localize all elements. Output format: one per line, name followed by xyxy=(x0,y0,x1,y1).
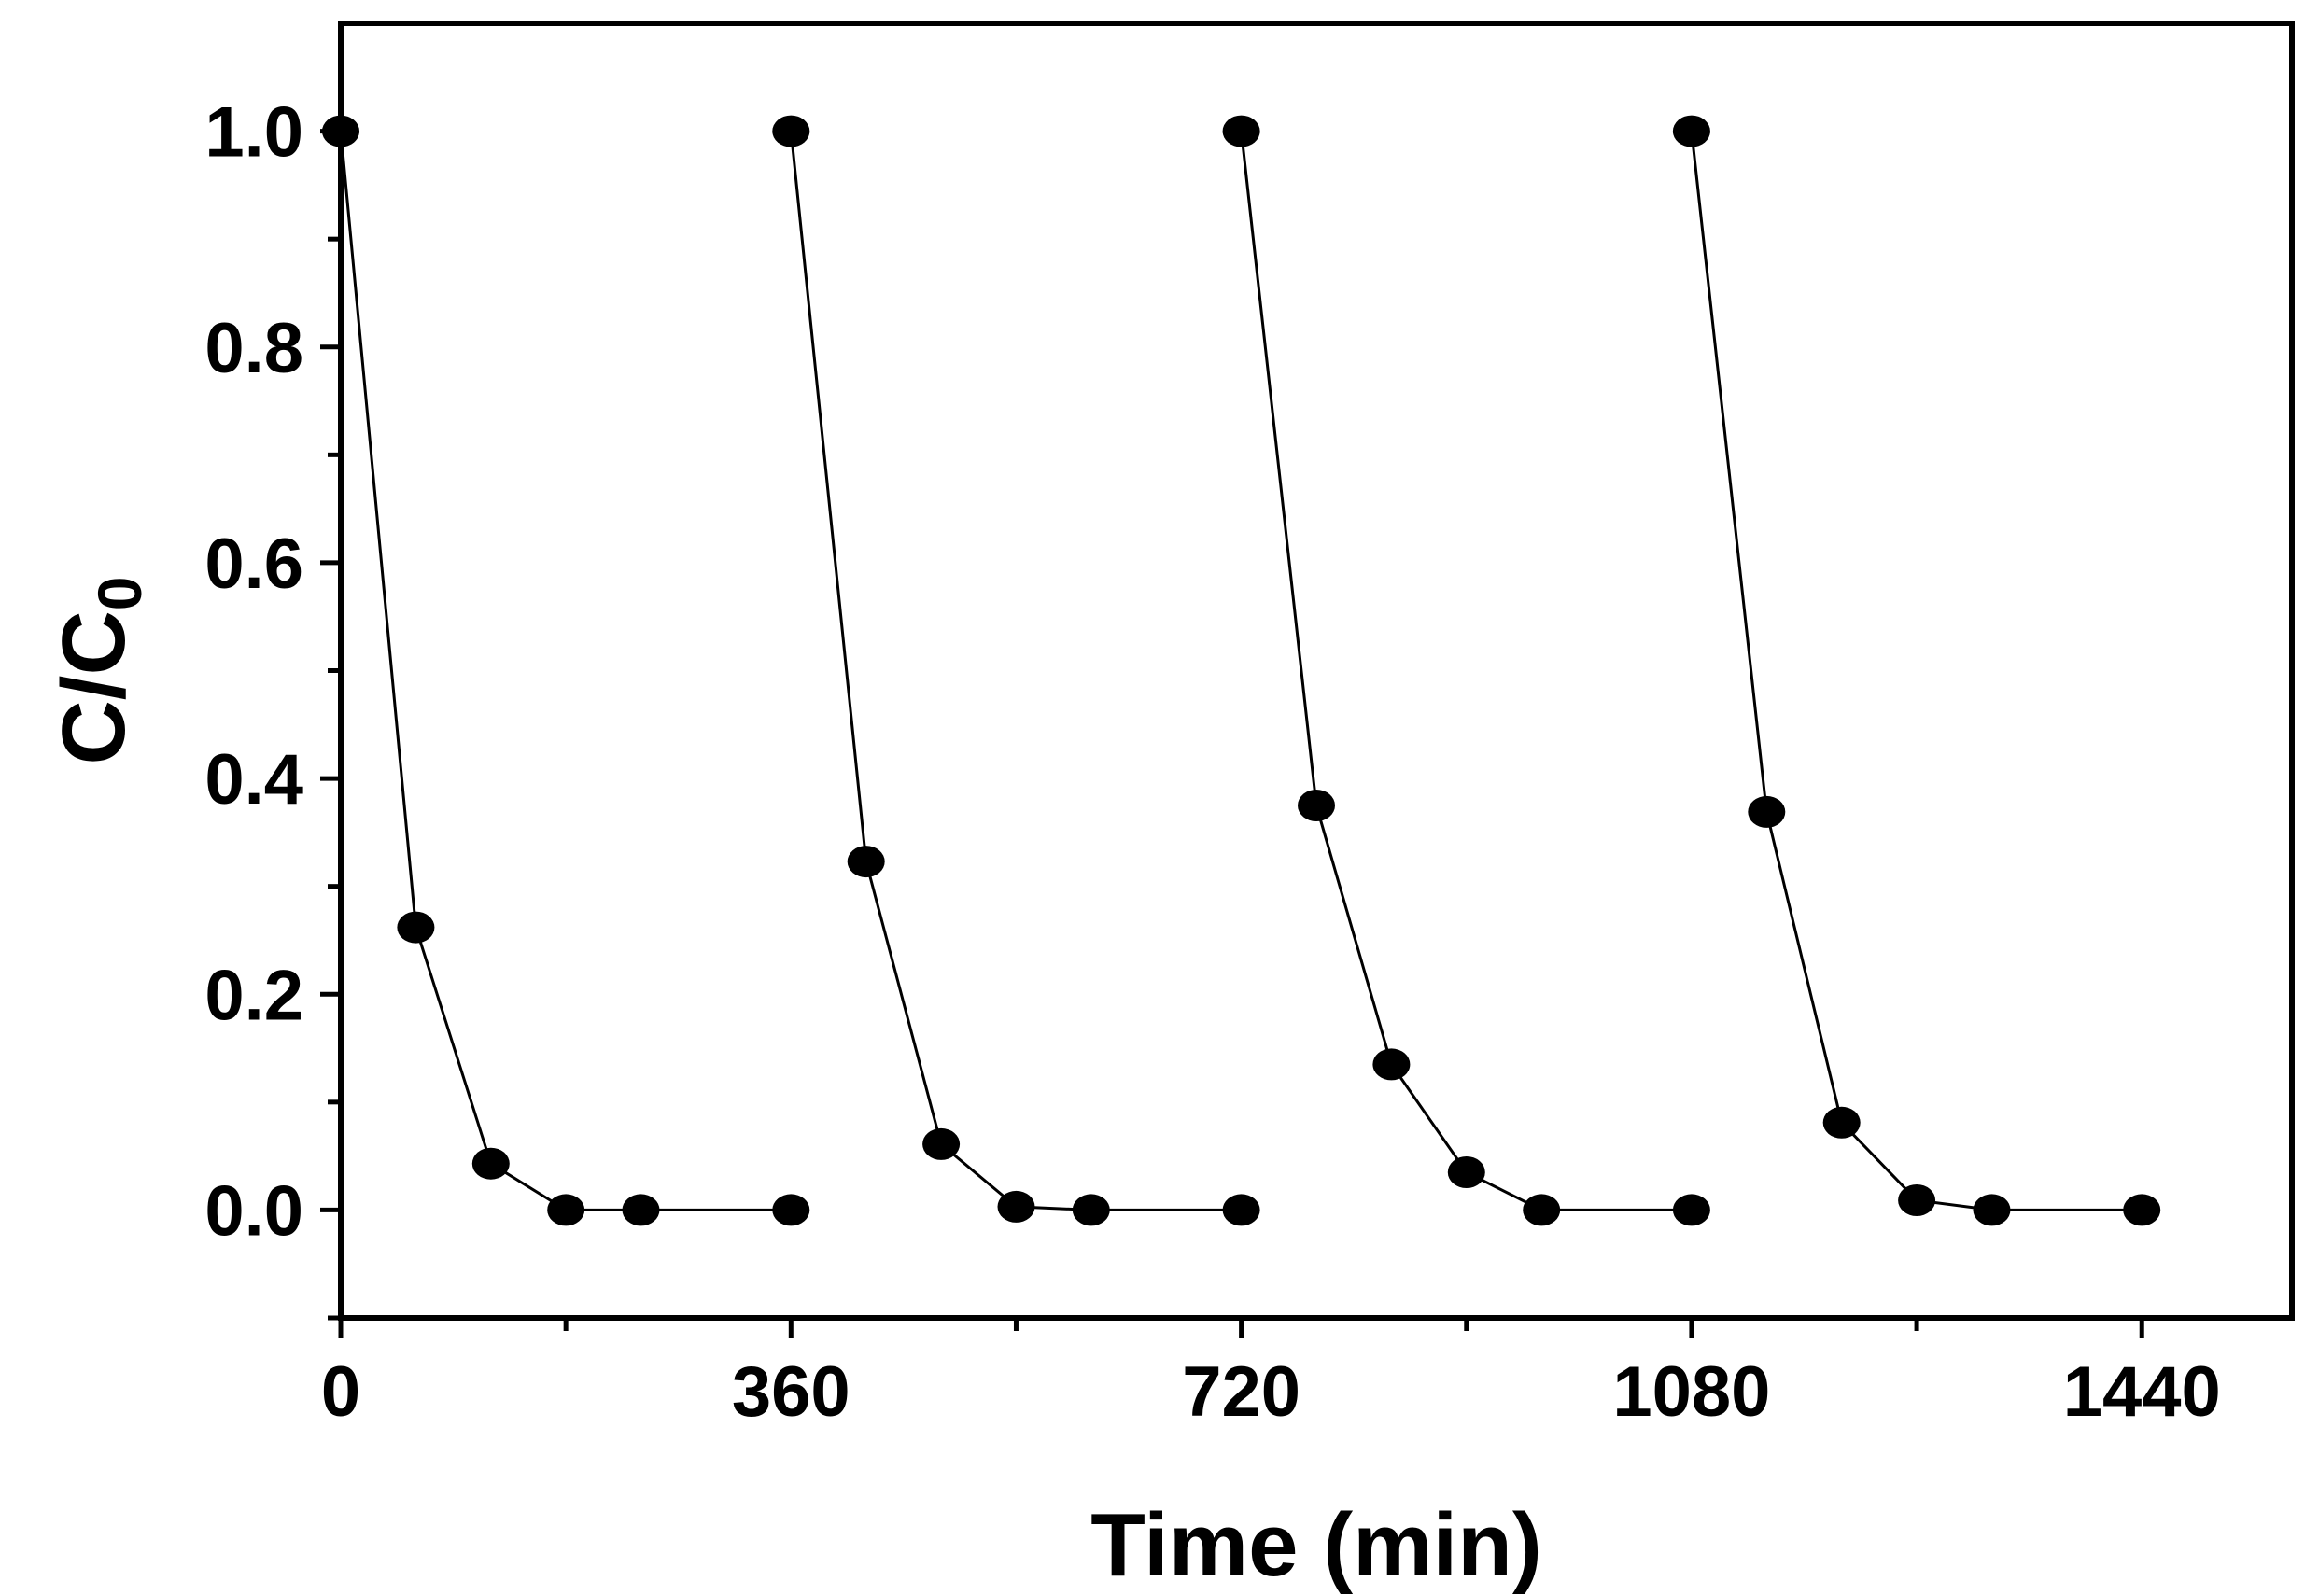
y-axis-title: C/C0 xyxy=(44,576,154,764)
data-point xyxy=(471,1147,510,1180)
y-axis-title-main: C/C xyxy=(44,610,144,764)
data-point xyxy=(2123,1194,2161,1226)
data-point xyxy=(847,846,885,878)
data-point xyxy=(1672,115,1710,147)
series-markers xyxy=(322,115,2161,1226)
data-point xyxy=(1447,1156,1485,1188)
data-point xyxy=(1222,115,1260,147)
y-tick-label: 0.8 xyxy=(204,309,303,388)
x-tick-label: 1080 xyxy=(1612,1352,1770,1432)
series-line-3 xyxy=(1240,131,1692,1211)
x-tick-label: 720 xyxy=(1182,1352,1300,1432)
data-point xyxy=(772,1194,810,1226)
y-axis-title-subscript: 0 xyxy=(85,576,154,610)
data-point xyxy=(1222,1194,1260,1226)
data-point xyxy=(1298,790,1335,821)
data-point xyxy=(397,911,435,944)
series-lines xyxy=(339,131,2143,1211)
data-point xyxy=(997,1190,1035,1223)
series-line-1 xyxy=(339,131,792,1211)
data-point xyxy=(1973,1194,2011,1226)
data-point xyxy=(922,1127,961,1160)
y-tick-label: 0.2 xyxy=(204,956,303,1035)
data-point xyxy=(1822,1106,1861,1139)
data-point xyxy=(1523,1194,1561,1226)
data-point xyxy=(1072,1194,1110,1226)
y-axis-tick-labels: 0.0 0.2 0.4 0.6 0.8 1.0 xyxy=(204,93,303,1252)
y-tick-label: 0.4 xyxy=(204,740,303,819)
data-point xyxy=(622,1194,660,1226)
data-point xyxy=(772,115,810,147)
x-tick-label: 0 xyxy=(321,1352,360,1432)
y-tick-label: 0.6 xyxy=(204,525,303,604)
y-axis-ticks xyxy=(320,129,341,1321)
y-tick-label: 1.0 xyxy=(204,93,303,173)
x-axis-tick-labels: 0 360 720 1080 1440 xyxy=(321,1352,2221,1432)
data-point xyxy=(1748,795,1786,828)
data-point xyxy=(547,1194,585,1226)
series-line-4 xyxy=(1690,131,2143,1211)
y-tick-label: 0.0 xyxy=(204,1171,303,1251)
x-axis-ticks xyxy=(338,1318,2144,1338)
series-line-2 xyxy=(789,131,1242,1211)
data-point xyxy=(1672,1194,1710,1226)
x-tick-label: 360 xyxy=(732,1352,850,1432)
x-axis-title: Time (min) xyxy=(1090,1495,1542,1595)
data-point xyxy=(1898,1184,1936,1216)
x-tick-label: 1440 xyxy=(2063,1352,2221,1432)
data-point xyxy=(1372,1048,1411,1081)
